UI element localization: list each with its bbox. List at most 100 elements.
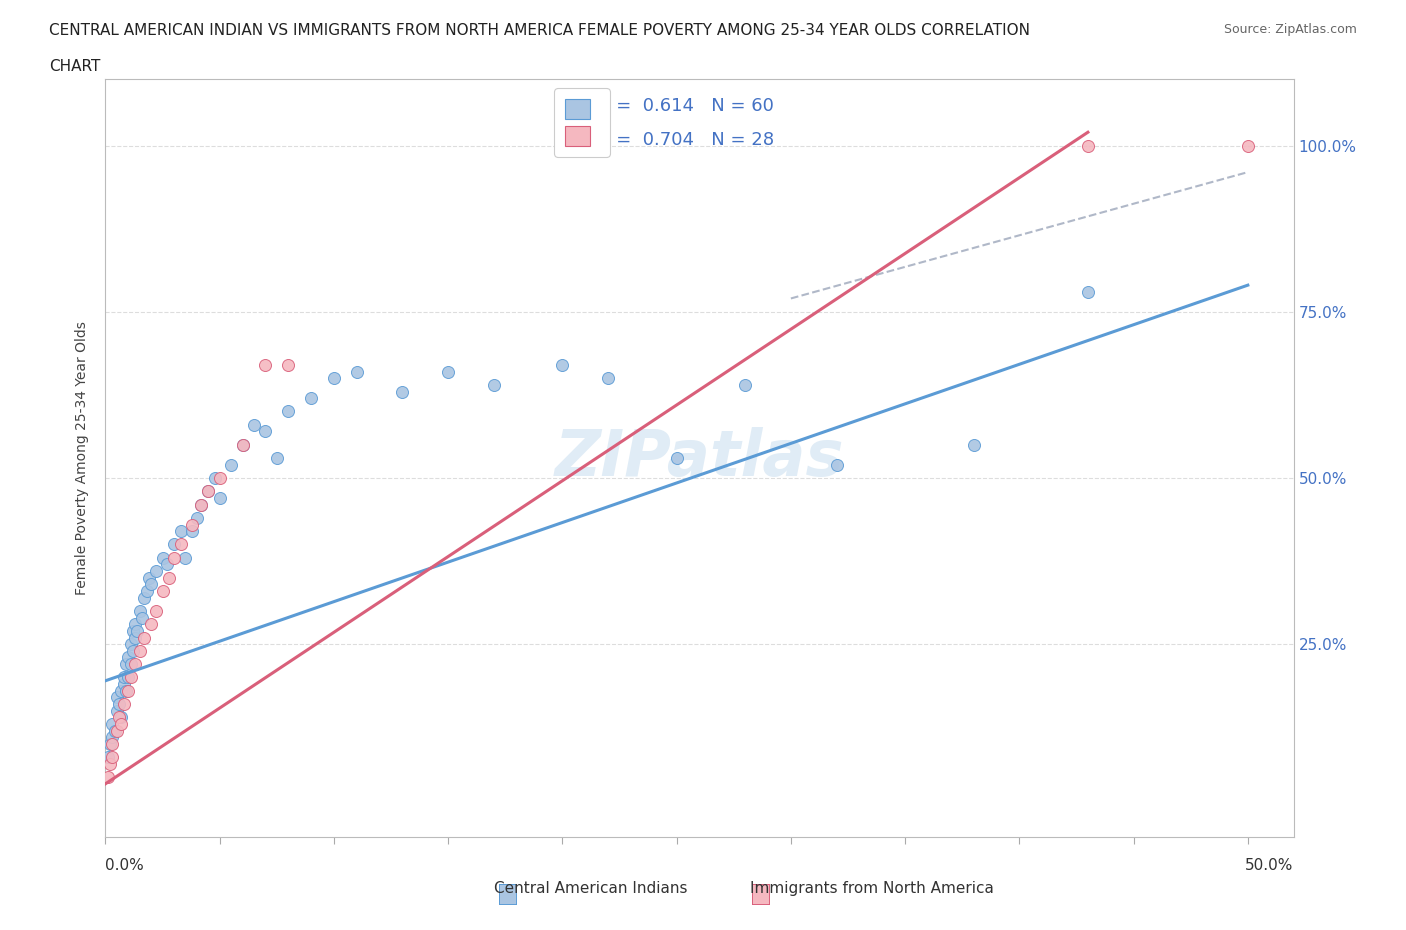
Point (112, 697, 135, 711)
Point (108, 710, 131, 724)
Point (127, 623, 149, 638)
Point (101, 716, 124, 731)
Point (254, 424, 277, 439)
Point (825, 458, 848, 472)
Point (163, 537, 186, 551)
Point (105, 690, 128, 705)
Point (97, 770, 120, 785)
Point (437, 365, 460, 379)
Point (231, 437, 254, 452)
Text: 50.0%: 50.0% (1246, 857, 1294, 872)
Point (231, 437, 254, 452)
Point (105, 724, 128, 738)
Point (105, 703, 128, 718)
Text: Central American Indians: Central American Indians (494, 881, 688, 896)
Point (174, 551, 197, 565)
Point (110, 716, 132, 731)
Point (962, 437, 984, 452)
Point (124, 617, 146, 631)
Point (115, 657, 138, 671)
Point (208, 471, 231, 485)
Point (156, 557, 179, 572)
Point (190, 498, 212, 512)
Point (254, 357, 277, 372)
Point (128, 604, 150, 618)
Point (152, 551, 174, 565)
Point (346, 365, 368, 379)
Point (122, 644, 145, 658)
Point (186, 511, 208, 525)
Text: ZIPatlas: ZIPatlas (555, 427, 844, 489)
Point (134, 591, 156, 605)
Point (124, 657, 146, 671)
Point (170, 537, 193, 551)
Text: R =  0.614   N = 60: R = 0.614 N = 60 (599, 97, 775, 114)
Point (98, 756, 121, 771)
Point (117, 650, 139, 665)
Point (159, 570, 180, 585)
Text: R =  0.704   N = 28: R = 0.704 N = 28 (599, 131, 775, 149)
Point (277, 404, 299, 418)
Text: 0.0%: 0.0% (105, 857, 145, 872)
Point (197, 484, 219, 498)
Point (181, 517, 204, 532)
Point (197, 484, 219, 498)
Point (1077, 138, 1099, 153)
Point (112, 677, 135, 692)
Point (115, 684, 138, 698)
Point (170, 524, 193, 538)
Point (135, 583, 157, 598)
Legend: , : , (554, 88, 610, 157)
Point (1237, 138, 1260, 153)
Text: CENTRAL AMERICAN INDIAN VS IMMIGRANTS FROM NORTH AMERICA FEMALE POVERTY AMONG 25: CENTRAL AMERICAN INDIAN VS IMMIGRANTS FR… (49, 23, 1031, 38)
Point (110, 710, 132, 724)
Point (104, 724, 127, 738)
Point (266, 451, 288, 466)
Point (299, 391, 322, 405)
Point (98, 737, 121, 751)
Point (391, 384, 413, 399)
Point (108, 697, 131, 711)
Point (219, 458, 242, 472)
Point (117, 670, 139, 684)
Point (117, 684, 139, 698)
Point (145, 564, 167, 578)
Point (120, 657, 142, 671)
Point (101, 737, 124, 751)
Point (665, 451, 688, 466)
Point (243, 418, 266, 432)
Point (112, 670, 135, 684)
Text: CHART: CHART (49, 59, 101, 73)
Point (134, 631, 156, 645)
Text: Immigrants from North America: Immigrants from North America (749, 881, 994, 896)
Point (163, 551, 186, 565)
Point (110, 684, 132, 698)
Point (141, 577, 163, 591)
Point (101, 730, 124, 745)
Point (204, 471, 226, 485)
Point (482, 378, 505, 392)
Point (141, 617, 163, 631)
Point (208, 490, 231, 505)
Point (97, 750, 120, 764)
Point (124, 631, 146, 645)
Point (120, 670, 142, 684)
Point (152, 583, 174, 598)
Point (181, 524, 204, 538)
Point (131, 610, 153, 625)
Y-axis label: Female Poverty Among 25-34 Year Olds: Female Poverty Among 25-34 Year Olds (76, 321, 90, 595)
Point (138, 570, 160, 585)
Point (596, 371, 619, 386)
Point (551, 357, 574, 372)
Point (122, 623, 145, 638)
Point (322, 371, 346, 386)
Text: Source: ZipAtlas.com: Source: ZipAtlas.com (1223, 23, 1357, 36)
Point (120, 637, 142, 652)
Point (190, 498, 212, 512)
Point (101, 750, 124, 764)
Point (277, 357, 299, 372)
Point (734, 378, 756, 392)
Point (128, 644, 150, 658)
Point (1077, 285, 1099, 299)
Point (145, 604, 167, 618)
